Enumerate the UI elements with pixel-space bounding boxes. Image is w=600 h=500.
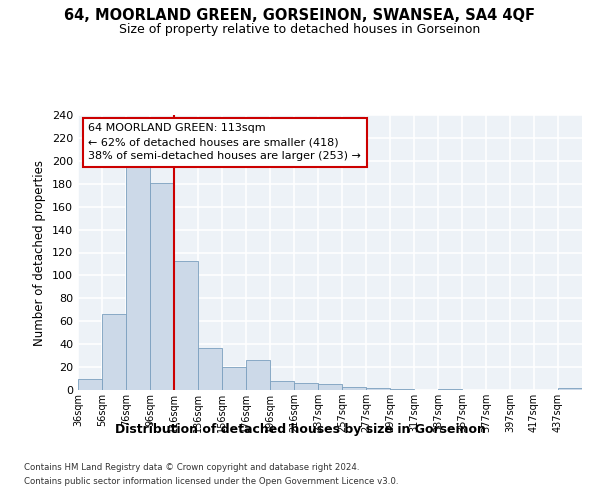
Text: Contains HM Land Registry data © Crown copyright and database right 2024.: Contains HM Land Registry data © Crown c… xyxy=(24,462,359,471)
Text: Distribution of detached houses by size in Gorseinon: Distribution of detached houses by size … xyxy=(115,422,485,436)
Bar xyxy=(246,360,270,390)
Bar xyxy=(174,260,198,390)
Bar xyxy=(366,388,390,390)
Bar xyxy=(198,348,222,390)
Bar xyxy=(558,388,582,390)
Text: Size of property relative to detached houses in Gorseinon: Size of property relative to detached ho… xyxy=(119,22,481,36)
Text: 64, MOORLAND GREEN, GORSEINON, SWANSEA, SA4 4QF: 64, MOORLAND GREEN, GORSEINON, SWANSEA, … xyxy=(65,8,536,22)
Bar xyxy=(126,166,150,390)
Bar xyxy=(270,381,294,390)
Bar xyxy=(78,378,102,390)
Text: 64 MOORLAND GREEN: 113sqm
← 62% of detached houses are smaller (418)
38% of semi: 64 MOORLAND GREEN: 113sqm ← 62% of detac… xyxy=(88,123,361,161)
Bar xyxy=(102,314,126,390)
Bar xyxy=(294,383,318,390)
Bar xyxy=(150,182,174,390)
Text: Contains public sector information licensed under the Open Government Licence v3: Contains public sector information licen… xyxy=(24,478,398,486)
Y-axis label: Number of detached properties: Number of detached properties xyxy=(34,160,46,346)
Bar xyxy=(390,389,414,390)
Bar xyxy=(342,386,366,390)
Bar xyxy=(222,367,246,390)
Bar xyxy=(318,384,342,390)
Bar xyxy=(438,389,462,390)
